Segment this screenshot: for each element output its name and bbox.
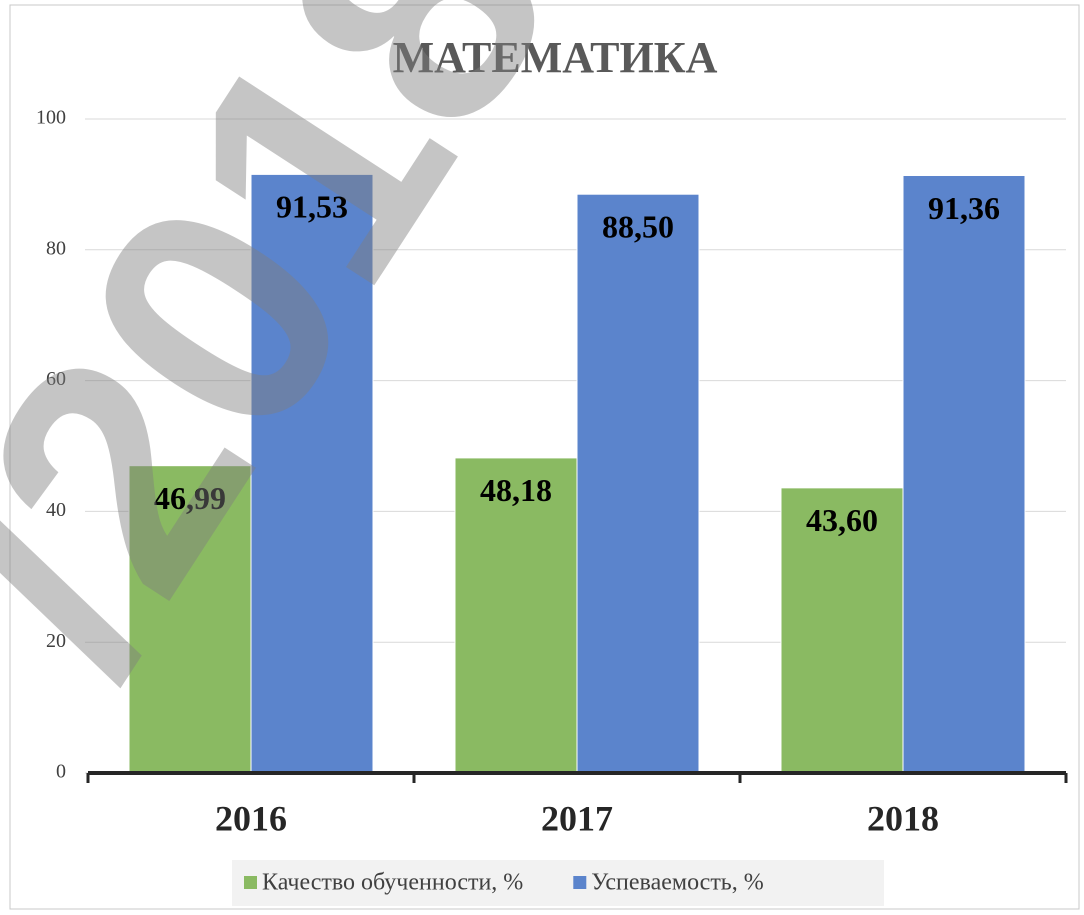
- x-tick-label: 2016: [215, 798, 287, 838]
- bar: [902, 175, 1026, 774]
- x-tick-label: 2017: [541, 798, 613, 838]
- y-tick-label: 40: [46, 499, 66, 521]
- y-tick-label: 60: [46, 368, 66, 390]
- legend-label: Качество обученности, %: [262, 870, 523, 896]
- bar: [128, 465, 252, 774]
- y-tick-label: 0: [56, 761, 66, 783]
- y-tick-label: 20: [46, 630, 66, 652]
- bar: [780, 487, 904, 774]
- data-label: 88,50: [602, 209, 674, 245]
- bar: [576, 193, 700, 774]
- legend-label: Успеваемость, %: [591, 870, 763, 896]
- y-tick-label: 100: [36, 107, 66, 129]
- y-tick-label: 80: [46, 237, 66, 259]
- legend-swatch: [244, 876, 257, 889]
- x-tick-label: 2018: [867, 798, 939, 838]
- data-label: 91,36: [928, 190, 1000, 226]
- bar: [250, 173, 374, 774]
- legend-swatch: [573, 876, 587, 889]
- legend-box: [232, 860, 884, 906]
- data-label: 48,18: [480, 472, 552, 508]
- chart-title: МАТЕМАТИКА: [393, 33, 718, 82]
- data-label: 46,99: [154, 480, 226, 516]
- data-label: 91,53: [276, 189, 348, 225]
- data-label: 43,60: [806, 502, 878, 538]
- bar: [454, 457, 578, 774]
